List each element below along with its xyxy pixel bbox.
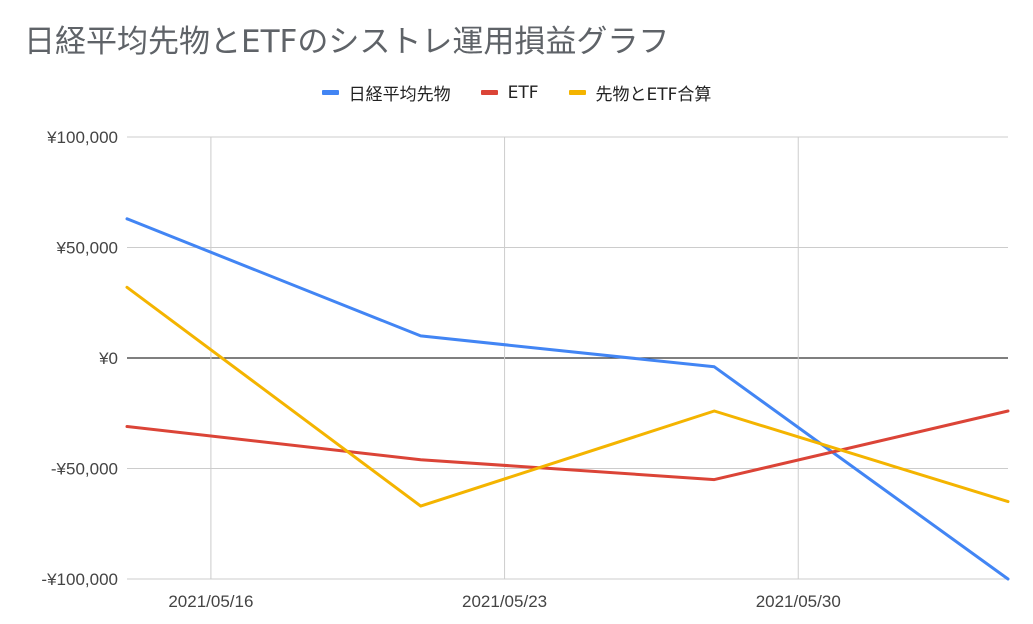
legend: 日経平均先物 ETF 先物とETF合算 xyxy=(0,80,1033,105)
legend-label-combined: 先物とETF合算 xyxy=(595,85,712,105)
y-tick-label: -¥100,000 xyxy=(41,570,118,589)
legend-swatch-nikkei-futures xyxy=(321,90,339,95)
series-line-combined xyxy=(125,285,1010,508)
legend-swatch-etf xyxy=(480,90,498,95)
legend-item-combined[interactable]: 先物とETF合算 xyxy=(568,80,712,105)
y-tick-label: ¥50,000 xyxy=(56,239,118,258)
x-tick-label: 2021/05/16 xyxy=(168,592,253,611)
y-tick-label: ¥0 xyxy=(98,349,118,368)
series-line-nikkei-futures xyxy=(125,217,1010,581)
x-tick-label: 2021/05/30 xyxy=(756,592,841,611)
legend-label-etf: ETF xyxy=(507,82,539,103)
legend-item-etf[interactable]: ETF xyxy=(480,82,539,103)
legend-item-nikkei-futures[interactable]: 日経平均先物 xyxy=(321,80,451,105)
legend-label-nikkei-futures: 日経平均先物 xyxy=(348,85,451,105)
y-tick-label: ¥100,000 xyxy=(46,128,118,147)
legend-swatch-combined xyxy=(568,90,586,95)
series-line-etf xyxy=(125,409,1010,482)
x-tick-label: 2021/05/23 xyxy=(462,592,547,611)
y-tick-label: -¥50,000 xyxy=(51,460,118,479)
chart-title: 日経平均先物とETFのシストレ運用損益グラフ xyxy=(24,24,670,60)
